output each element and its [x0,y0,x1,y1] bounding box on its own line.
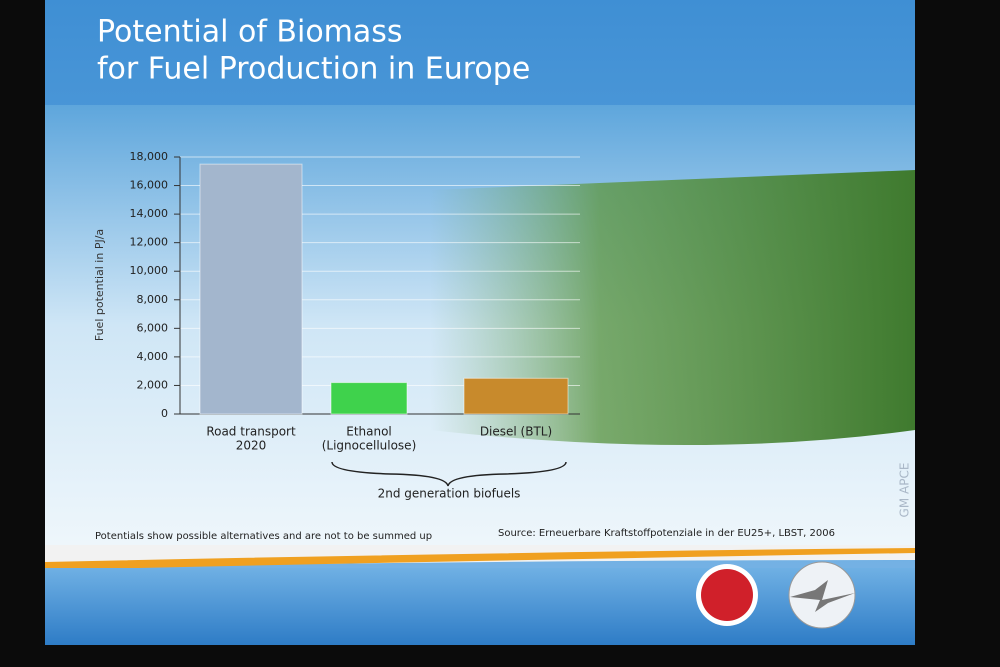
note: Potentials show possible alternatives an… [95,531,432,542]
footer [45,568,915,645]
title-line: for Fuel Production in Europe [97,52,530,87]
y-axis-label: Fuel potential in PJ/a [93,229,106,341]
x-tick-label: Diesel (BTL) [480,425,552,439]
x-tick-label: Ethanol [346,425,392,439]
bar [330,382,408,415]
y-tick-label: 18,000 [130,150,169,163]
y-tick-label: 12,000 [130,236,169,249]
y-tick-label: 8,000 [137,293,169,306]
group-brace [331,461,567,487]
field-photo [430,170,915,445]
bar [199,163,303,415]
swoosh-orange [45,548,915,570]
group-label: 2nd generation biofuels [378,487,521,501]
y-tick-label: 6,000 [137,321,169,334]
y-tick-label: 14,000 [130,207,169,220]
x-tick-label: 2020 [236,439,267,453]
y-tick-label: 0 [161,407,168,420]
vauxhall-logo-inner [701,569,753,621]
opel-bolt [790,580,855,612]
side-label: GM APCE [898,463,912,518]
x-tick-label: (Lignocellulose) [322,439,417,453]
x-tick-label: Road transport [206,425,296,439]
bar [463,377,569,415]
title-line: Potential of Biomass [97,15,403,50]
y-tick-label: 16,000 [130,179,169,192]
y-tick-label: 4,000 [137,350,169,363]
source: Source: Erneuerbare Kraftstoffpotenziale… [498,528,835,539]
y-tick-label: 10,000 [130,264,169,277]
y-tick-label: 2,000 [137,378,169,391]
